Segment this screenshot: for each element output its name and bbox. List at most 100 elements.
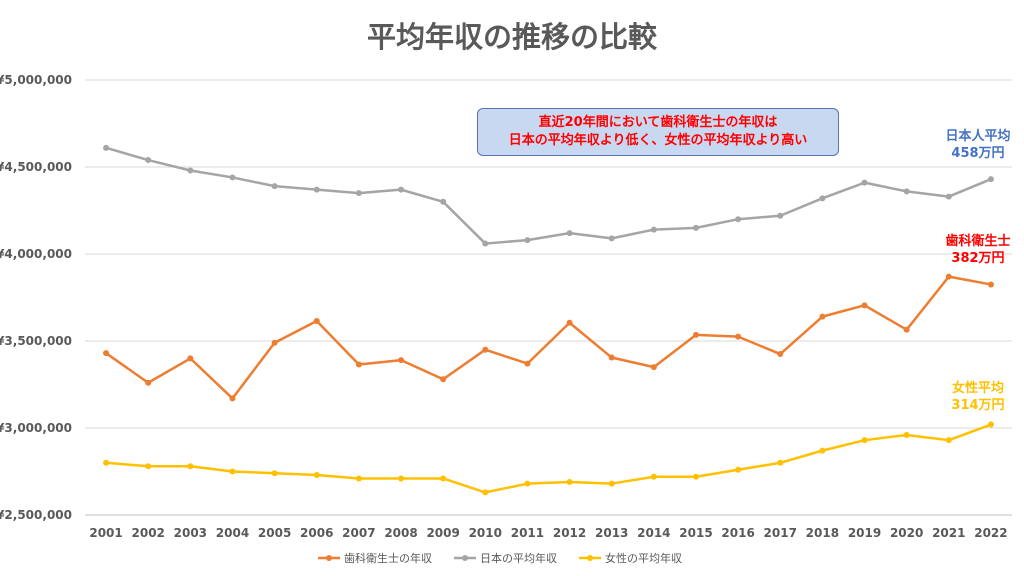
- data-point: [398, 357, 405, 364]
- x-tick-label: 2003: [174, 526, 207, 540]
- x-tick-label: 2012: [553, 526, 586, 540]
- data-point: [650, 364, 657, 371]
- x-tick-label: 2001: [89, 526, 122, 540]
- y-tick-label: ¥4,000,000: [0, 247, 72, 261]
- x-tick-label: 2013: [595, 526, 628, 540]
- legend-label: 女性の平均年収: [605, 551, 682, 565]
- data-point: [861, 302, 868, 309]
- data-point: [777, 351, 784, 358]
- data-point: [271, 470, 278, 477]
- data-point: [524, 480, 531, 487]
- annotation-box: 直近20年間において歯科衛生士の年収は 日本の平均年収より低く、女性の平均年収よ…: [477, 108, 839, 156]
- data-point: [440, 198, 447, 205]
- x-tick-label: 2002: [132, 526, 165, 540]
- data-point: [187, 167, 194, 174]
- data-point: [945, 437, 952, 444]
- data-point: [229, 395, 236, 402]
- x-tick-label: 2014: [637, 526, 670, 540]
- annotation-line-1: 直近20年間において歯科衛生士の年収は: [538, 115, 778, 130]
- data-point: [650, 473, 657, 480]
- chart-title: 平均年収の推移の比較: [367, 20, 658, 54]
- y-tick-label: ¥2,500,000: [0, 508, 72, 522]
- data-point: [313, 317, 320, 324]
- x-tick-label: 2007: [342, 526, 375, 540]
- x-tick-label: 2016: [721, 526, 754, 540]
- data-point: [566, 478, 573, 485]
- legend-label: 日本の平均年収: [480, 551, 557, 565]
- data-point: [987, 421, 994, 428]
- data-point: [692, 331, 699, 338]
- data-point: [945, 273, 952, 280]
- data-point: [945, 193, 952, 200]
- data-point: [229, 468, 236, 475]
- x-tick-label: 2015: [679, 526, 712, 540]
- data-point: [103, 144, 110, 151]
- x-axis-ticks: 2001 2002 2003 2004 2005 2006 2007 2008 2009 2010…: [89, 526, 1007, 540]
- data-point: [608, 480, 615, 487]
- data-point: [271, 183, 278, 190]
- legend-marker: [462, 555, 468, 561]
- data-point: [145, 379, 152, 386]
- y-tick-label: ¥3,500,000: [0, 334, 72, 348]
- data-point: [777, 212, 784, 219]
- data-point: [398, 475, 405, 482]
- series-line: [105, 146, 992, 245]
- data-point: [103, 459, 110, 466]
- x-tick-label: 2022: [974, 526, 1007, 540]
- data-point: [524, 360, 531, 367]
- end-label: 歯科衛生士: [945, 233, 1010, 249]
- x-tick-label: 2017: [764, 526, 797, 540]
- end-label: 日本人平均: [945, 128, 1010, 144]
- x-tick-label: 2009: [426, 526, 459, 540]
- x-tick-label: 2019: [848, 526, 881, 540]
- series-group: [103, 144, 994, 496]
- annotation-line-2: 日本の平均年収より低く、女性の平均年収より高い: [508, 133, 808, 148]
- legend-marker: [587, 555, 593, 561]
- y-axis-ticks: ¥2,500,000 ¥3,000,000 ¥3,500,000 ¥4,000,000…: [0, 73, 72, 522]
- data-point: [608, 354, 615, 361]
- data-point: [145, 463, 152, 470]
- data-point: [819, 447, 826, 454]
- data-point: [355, 475, 362, 482]
- data-point: [903, 431, 910, 438]
- end-label: 382万円: [951, 251, 1004, 266]
- data-point: [735, 466, 742, 473]
- data-point: [482, 346, 489, 353]
- end-label: 314万円: [951, 398, 1004, 413]
- series-line: [105, 423, 992, 494]
- data-point: [355, 190, 362, 197]
- grid-lines: [85, 79, 1012, 516]
- y-tick-label: ¥5,000,000: [0, 73, 72, 87]
- data-point: [735, 216, 742, 223]
- y-tick-label: ¥4,500,000: [0, 160, 72, 174]
- data-point: [482, 240, 489, 247]
- x-tick-label: 2018: [806, 526, 839, 540]
- end-label: 458万円: [951, 146, 1004, 161]
- x-tick-label: 2006: [300, 526, 333, 540]
- data-point: [903, 188, 910, 195]
- data-point: [271, 339, 278, 346]
- data-point: [145, 157, 152, 164]
- data-point: [735, 333, 742, 340]
- data-point: [777, 459, 784, 466]
- data-point: [608, 235, 615, 242]
- data-point: [819, 313, 826, 320]
- data-point: [398, 186, 405, 193]
- data-point: [861, 437, 868, 444]
- legend: 歯科衛生士の年収 日本の平均年収 女性の平均年収: [318, 551, 682, 565]
- data-point: [313, 471, 320, 478]
- data-point: [187, 355, 194, 362]
- data-point: [903, 326, 910, 333]
- x-tick-label: 2008: [384, 526, 417, 540]
- x-tick-label: 2005: [258, 526, 291, 540]
- end-label: 女性平均: [952, 380, 1004, 396]
- data-point: [650, 226, 657, 233]
- x-tick-label: 2010: [469, 526, 502, 540]
- x-tick-label: 2004: [216, 526, 249, 540]
- data-point: [229, 174, 236, 181]
- data-point: [355, 361, 362, 368]
- x-tick-label: 2020: [890, 526, 923, 540]
